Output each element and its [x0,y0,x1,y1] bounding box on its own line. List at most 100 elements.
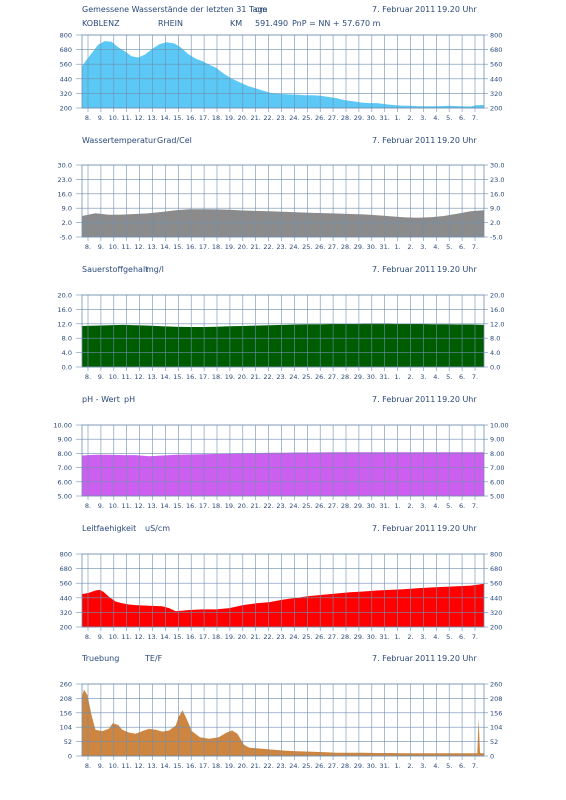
x-tick-label: 10. [109,373,119,381]
y-tick-label-left: 4.0 [62,349,72,357]
y-tick-label-left: 52 [64,738,72,746]
x-tick-label: 2. [407,762,413,770]
y-tick-label-left: 156 [60,709,72,717]
x-tick-label: 5. [446,633,452,641]
x-tick-label: 29. [354,502,364,510]
chart-title: Sauerstoffgehalt [82,265,148,274]
x-tick-label: 14. [160,633,170,641]
x-tick-label: 20. [238,762,248,770]
y-tick-label-right: 9.0 [490,205,500,213]
y-tick-label-left: 30.0 [58,162,72,170]
x-tick-label: 26. [315,502,325,510]
x-tick-label: 23. [276,762,286,770]
x-tick-label: 8. [85,114,91,122]
x-tick-label: 17. [199,762,209,770]
x-tick-label: 30. [367,373,377,381]
y-tick-label-left: 9.0 [62,205,72,213]
y-tick-label-left: 208 [60,695,72,703]
x-tick-label: 3. [420,502,426,510]
y-tick-label-left: 200 [60,624,72,632]
y-tick-label-left: 12.0 [58,320,72,328]
x-tick-label: 5. [446,114,452,122]
x-tick-label: 11. [122,502,132,510]
x-tick-label: 8. [85,243,91,251]
x-tick-label: 24. [289,243,299,251]
x-tick-label: 18. [212,502,222,510]
chart-title: Gemessene Wasserstände der letzten 31 Ta… [82,5,268,14]
y-tick-label-left: 320 [60,609,72,617]
x-tick-label: 14. [160,373,170,381]
x-tick-label: 27. [328,633,338,641]
x-tick-label: 20. [238,243,248,251]
x-tick-label: 6. [459,762,465,770]
x-tick-label: 22. [263,502,273,510]
chart-unit: pH [124,395,135,404]
x-tick-label: 7. [472,243,478,251]
y-tick-label-right: 8.0 [490,335,500,343]
location-km-label: KM [230,19,242,28]
x-tick-label: 25. [302,114,312,122]
y-tick-label-right: 0.0 [490,364,500,372]
x-tick-label: 22. [263,762,273,770]
x-tick-label: 22. [263,373,273,381]
chart-panel-4: pH - Wert pH 7. Februar 2011 19.20 Uhr 10.00 1… [53,395,508,510]
chart-title: Wassertemperatur [82,136,157,145]
x-tick-label: 29. [354,633,364,641]
y-tick-label-left: 8.0 [62,335,72,343]
x-tick-label: 15. [173,243,183,251]
date-label: 7. Februar [372,395,414,404]
y-tick-label-right: 560 [490,61,502,69]
y-tick-label-left: 6.00 [58,478,72,486]
y-tick-label-right: 8.00 [490,450,504,458]
y-tick-label-left: 0.0 [62,364,72,372]
x-tick-label: 17. [199,373,209,381]
x-tick-label: 30. [367,114,377,122]
y-tick-label-right: 200 [490,624,502,632]
x-tick-label: 30. [367,762,377,770]
x-tick-label: 13. [147,502,157,510]
x-tick-label: 16. [186,633,196,641]
x-tick-label: 11. [122,243,132,251]
y-tick-label-left: 440 [60,594,72,602]
x-tick-label: 20. [238,373,248,381]
x-tick-label: 4. [433,762,439,770]
y-tick-label-right: 12.0 [490,320,504,328]
x-tick-label: 28. [341,243,351,251]
year-label: 2011 [415,395,435,404]
y-tick-label-right: -5.0 [490,234,503,242]
plot-frame [81,683,485,757]
x-tick-label: 21. [251,243,261,251]
y-tick-label-left: 9.00 [58,436,72,444]
location-river: RHEIN [158,19,183,28]
y-tick-label-right: 320 [490,609,502,617]
x-tick-label: 25. [302,502,312,510]
x-tick-label: 29. [354,373,364,381]
x-tick-label: 4. [433,114,439,122]
y-tick-label-right: 5.00 [490,493,504,501]
chart-panel-1: Gemessene Wasserstände der letzten 31 Ta… [60,5,503,122]
x-tick-label: 28. [341,762,351,770]
x-tick-label: 12. [134,373,144,381]
x-tick-label: 1. [394,373,400,381]
x-tick-label: 28. [341,633,351,641]
x-tick-label: 10. [109,243,119,251]
y-tick-label-left: 10.00 [53,422,72,430]
x-tick-label: 31. [380,633,390,641]
y-tick-label-left: 200 [60,105,72,113]
date-label: 7. Februar [372,265,414,274]
x-tick-label: 13. [147,633,157,641]
x-tick-label: 8. [85,373,91,381]
time-label: 19.20 Uhr [437,5,477,14]
y-tick-label-right: 104 [490,724,502,732]
x-tick-label: 25. [302,373,312,381]
chart-unit: Grad/Cel [157,136,192,145]
x-tick-label: 8. [85,633,91,641]
x-tick-label: 6. [459,243,465,251]
x-tick-label: 8. [85,762,91,770]
x-tick-label: 6. [459,633,465,641]
x-tick-label: 15. [173,502,183,510]
time-label: 19.20 Uhr [437,524,477,533]
plot-frame [81,424,485,497]
date-label: 7. Februar [372,136,414,145]
x-tick-label: 10. [109,762,119,770]
